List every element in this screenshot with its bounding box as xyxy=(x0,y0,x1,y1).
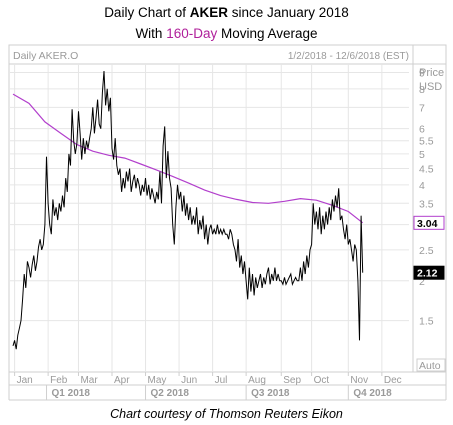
month-label: Nov xyxy=(350,375,368,386)
month-label: Mar xyxy=(80,375,98,386)
month-label: Jan xyxy=(17,375,33,386)
currency-label: USD xyxy=(419,81,442,93)
auto-scale-button-frame[interactable] xyxy=(416,358,446,372)
month-label: Sep xyxy=(283,375,301,386)
panel-date-range: 1/2/2018 - 12/6/2018 (EST) xyxy=(288,51,409,62)
x-axis-ticks: Jan Feb Mar Apr May Jun Jul Aug Sep Oct Nov Dec Q1 2… xyxy=(14,372,402,400)
y-tick-label: 4 xyxy=(419,180,425,192)
price-line xyxy=(12,70,364,350)
month-label: Jul xyxy=(215,375,228,386)
month-label: Dec xyxy=(384,375,402,386)
y-tick-label: 5.5 xyxy=(419,136,434,148)
series-lines xyxy=(12,70,364,350)
ma-last-value-badge xyxy=(413,215,445,230)
month-label: Jun xyxy=(181,375,197,386)
chart-caption: Chart courtesy of Thomson Reuters Eikon xyxy=(110,407,343,421)
ma-last-value-label: 3.04 xyxy=(417,218,438,230)
price-last-value-label: 2.12 xyxy=(417,268,438,280)
y-tick-label: 8 xyxy=(419,84,425,96)
price-last-value-badge xyxy=(413,265,445,280)
y-tick-label: 6 xyxy=(419,124,425,136)
quarter-label: Q3 2018 xyxy=(251,388,290,399)
auto-scale-button[interactable]: Auto xyxy=(419,360,441,372)
last-value-badges: 3.04 2.12 xyxy=(413,215,445,280)
month-label: Apr xyxy=(114,375,130,386)
month-label: May xyxy=(148,375,167,386)
y-tick-label: 3.5 xyxy=(419,198,434,210)
quarter-label: Q4 2018 xyxy=(353,388,392,399)
panel-ticker-label: Daily AKER.O xyxy=(13,50,78,62)
y-tick-label: 4.5 xyxy=(419,164,434,176)
y-tick-label: 7 xyxy=(419,102,425,114)
y-tick-label: 5 xyxy=(419,149,425,161)
quarter-label: Q1 2018 xyxy=(52,388,91,399)
chart-subtitle: With 160-Day Moving Average xyxy=(135,26,318,41)
gridlines xyxy=(10,64,409,372)
month-label: Oct xyxy=(314,375,330,386)
price-axis-title: Price xyxy=(419,67,444,79)
month-label: Feb xyxy=(50,375,68,386)
quarter-label: Q2 2018 xyxy=(151,388,190,399)
month-label: Aug xyxy=(248,375,266,386)
plot-area-border xyxy=(8,63,447,373)
y-tick-label: 2 xyxy=(419,276,425,288)
y-tick-label: 1.5 xyxy=(419,316,434,328)
y-tick-label: 9 xyxy=(419,68,425,80)
y-tick-label: 2.5 xyxy=(419,245,434,257)
chart-title: Daily Chart of AKER since January 2018 xyxy=(104,5,349,20)
